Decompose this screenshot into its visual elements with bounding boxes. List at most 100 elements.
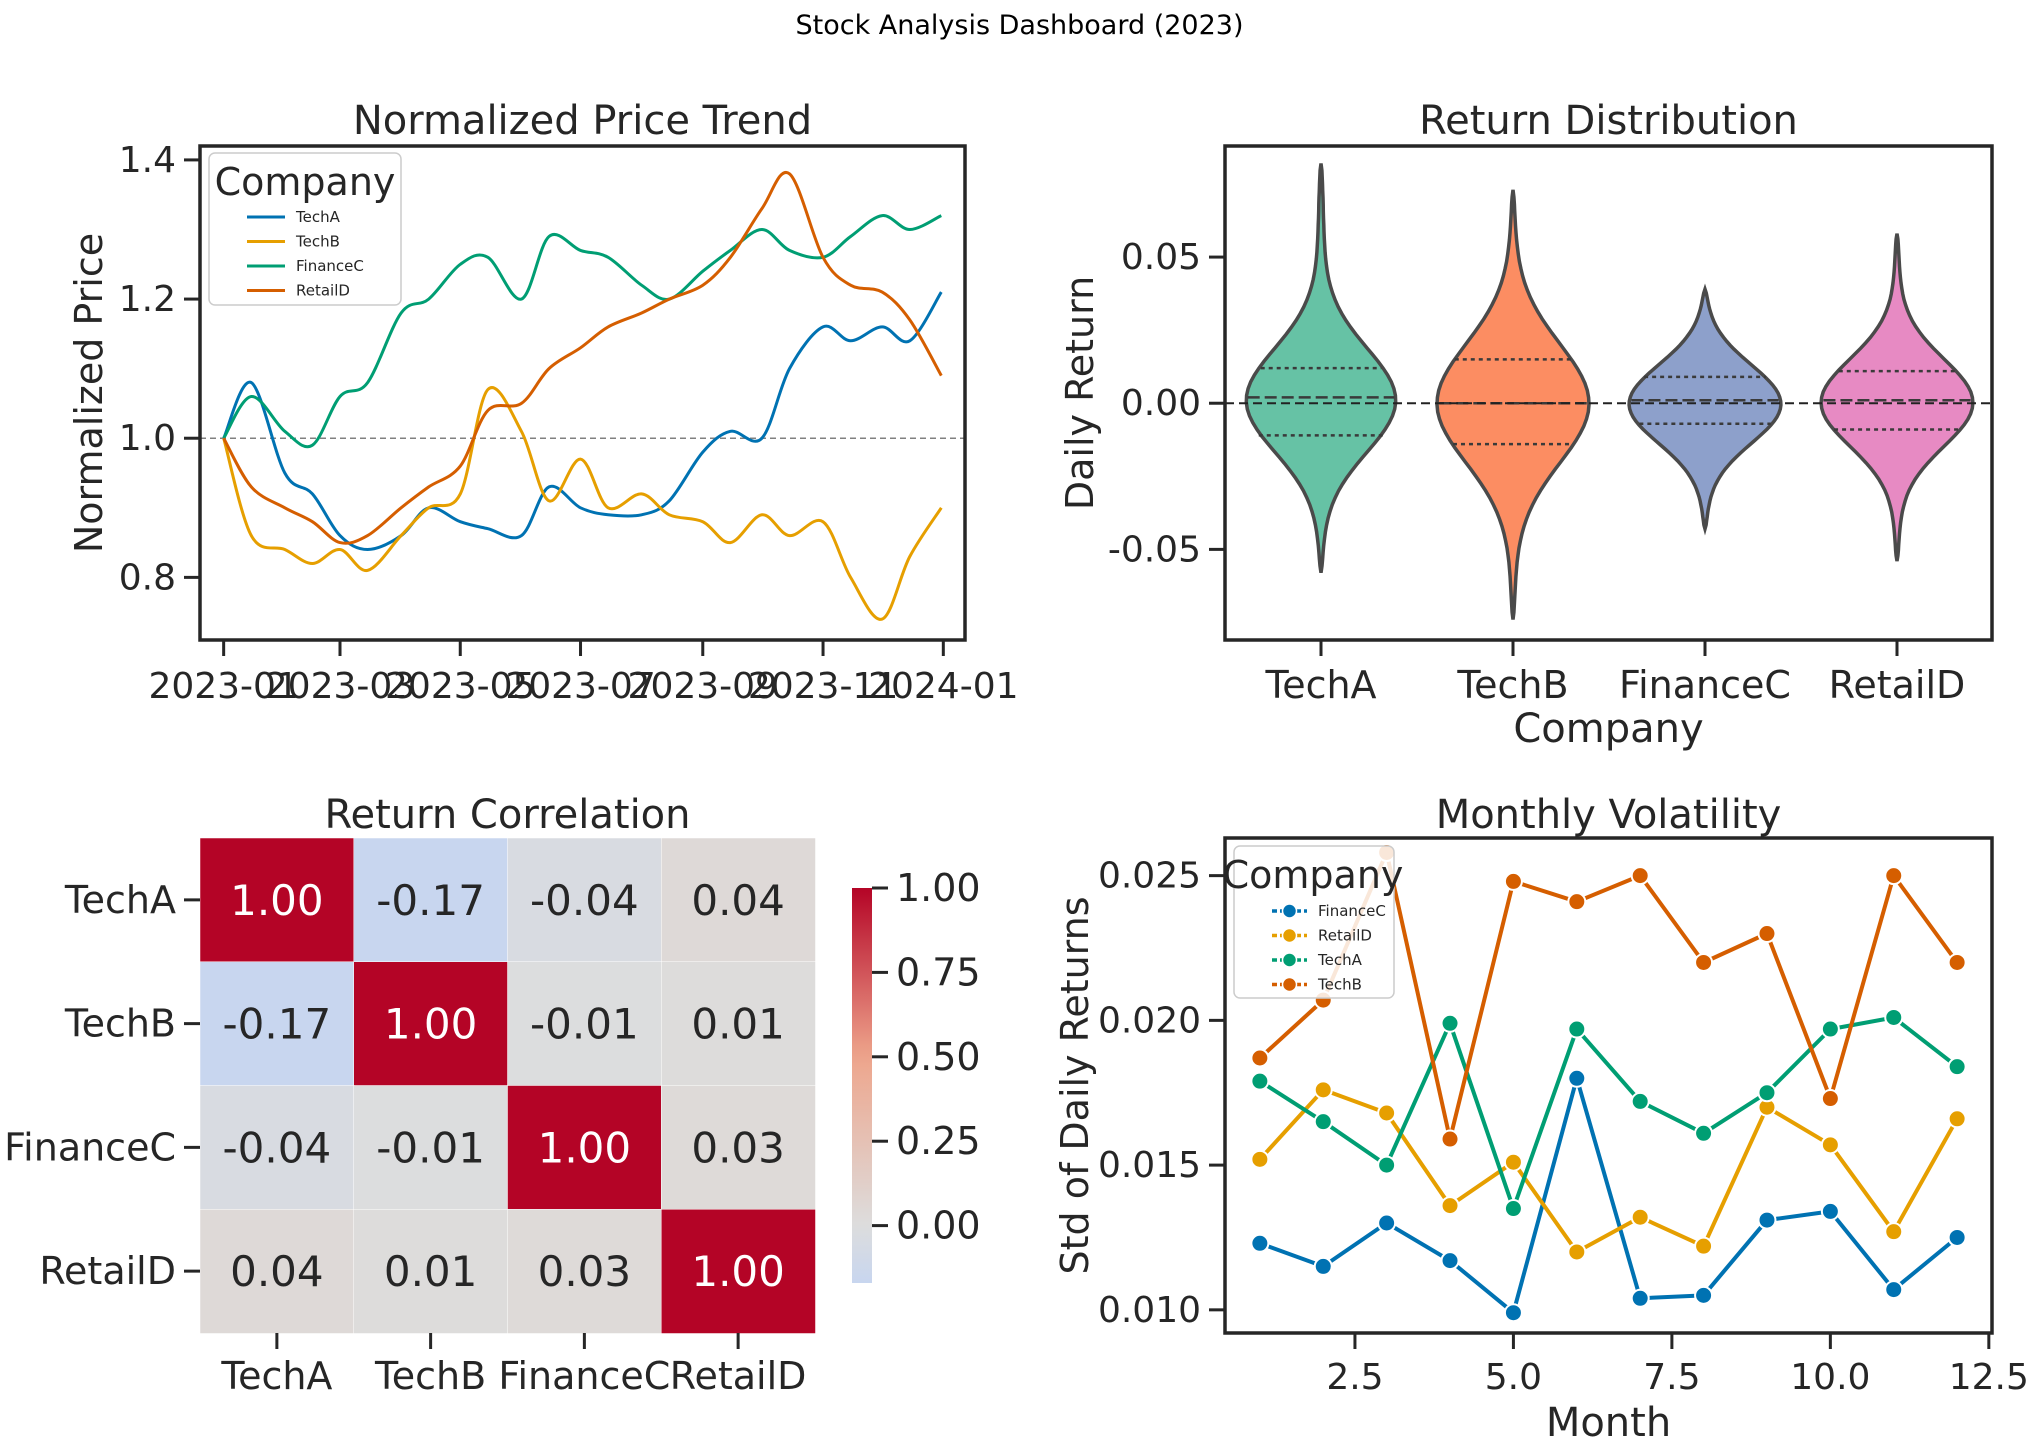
volatility-point bbox=[1694, 1236, 1714, 1256]
price-trend-panel: Normalized Price Trend Normalized Price 20… bbox=[67, 98, 1019, 707]
volatility-point bbox=[1820, 1201, 1840, 1221]
volatility-point bbox=[1694, 1285, 1714, 1305]
colorbar-tick-label: 0.75 bbox=[896, 950, 981, 994]
x-tick-label: 2023-05 bbox=[385, 666, 535, 707]
row-label: TechB bbox=[64, 1002, 176, 1046]
volatility-line-TechA bbox=[1258, 1015, 1959, 1211]
volatility-point bbox=[1630, 1091, 1650, 1111]
heatmap-annotation: 0.04 bbox=[230, 1247, 324, 1296]
heatmap-annotation: 1.00 bbox=[538, 1123, 632, 1172]
figure-title: Stock Analysis Dashboard (2023) bbox=[795, 10, 1244, 41]
volatility-point bbox=[1313, 1080, 1333, 1100]
volatility-point bbox=[1694, 952, 1714, 972]
y-tick-label: 0.015 bbox=[1098, 1145, 1201, 1186]
heatmap-cell bbox=[507, 1209, 662, 1334]
violin-FinanceC bbox=[1627, 283, 1783, 536]
volatility-point bbox=[1440, 1013, 1460, 1033]
volatility-point bbox=[1440, 1251, 1460, 1271]
legend-title: Company bbox=[215, 160, 396, 204]
legend-marker bbox=[1281, 976, 1298, 993]
y-tick-label: 1.4 bbox=[119, 140, 176, 181]
volatility-point bbox=[1313, 1112, 1333, 1132]
volatility-xlabel: Month bbox=[1546, 1400, 1671, 1446]
x-tick-label: 5.0 bbox=[1485, 1357, 1542, 1398]
price-trend-ylabel: Normalized Price bbox=[67, 233, 111, 553]
x-tick-label: 12.5 bbox=[1949, 1357, 2029, 1398]
x-tick-label: 7.5 bbox=[1643, 1357, 1700, 1398]
heatmap-cell bbox=[353, 837, 509, 963]
correlation-title: Return Correlation bbox=[324, 792, 690, 838]
x-tick-label: 2023-09 bbox=[628, 666, 778, 707]
monthly-volatility-panel: Monthly Volatility Std of Daily Returns 2.… bbox=[1053, 792, 2029, 1446]
volatility-point bbox=[1567, 892, 1587, 912]
volatility-point bbox=[1567, 1019, 1587, 1039]
heatmap-cell bbox=[661, 961, 816, 1087]
x-tick-label: TechA bbox=[1264, 663, 1376, 707]
y-tick-label: 0.05 bbox=[1121, 237, 1201, 278]
volatility-point bbox=[1884, 866, 1904, 886]
volatility-point bbox=[1503, 1303, 1523, 1323]
x-tick-label: 2023-03 bbox=[265, 666, 415, 707]
volatility-point bbox=[1250, 1048, 1270, 1068]
heatmap-annotation: -0.01 bbox=[530, 1000, 639, 1049]
volatility-point bbox=[1884, 1222, 1904, 1242]
volatility-ylabel: Std of Daily Returns bbox=[1053, 896, 1097, 1274]
return-distribution-panel: Return Distribution Daily Return TechA Tech… bbox=[1058, 98, 1994, 752]
legend-label: FinanceC bbox=[1318, 902, 1386, 920]
colorbar-tick-label: 0.00 bbox=[896, 1204, 981, 1248]
x-tick-label: 2024-01 bbox=[868, 666, 1018, 707]
legend-label: TechB bbox=[295, 233, 340, 251]
heatmap-cell bbox=[507, 1085, 662, 1210]
volatility-point bbox=[1377, 1213, 1397, 1233]
y-tick-label: 0.020 bbox=[1098, 1000, 1201, 1041]
row-label: TechA bbox=[64, 878, 176, 922]
row-label: FinanceC bbox=[4, 1125, 176, 1169]
heatmap-annotation: 1.00 bbox=[384, 1000, 478, 1049]
heatmap-cell bbox=[661, 1085, 816, 1210]
volatility-point bbox=[1630, 1207, 1650, 1227]
volatility-point bbox=[1567, 1068, 1587, 1088]
heatmap-cell bbox=[353, 961, 509, 1087]
price-line-TechA bbox=[222, 291, 943, 551]
col-label: TechB bbox=[374, 1354, 486, 1398]
price-trend-frame bbox=[198, 144, 967, 642]
volatility-point bbox=[1757, 1083, 1777, 1103]
y-tick-label: 0.8 bbox=[119, 557, 176, 598]
volatility-legend: Company FinanceC RetailD TechA TechB bbox=[1223, 845, 1403, 999]
heatmap-cell bbox=[507, 961, 662, 1087]
legend-label: TechA bbox=[295, 208, 341, 226]
heatmap-annotation: -0.17 bbox=[223, 1000, 332, 1049]
volatility-point bbox=[1884, 1007, 1904, 1027]
legend-label: RetailD bbox=[1318, 927, 1372, 945]
x-tick-label: 2.5 bbox=[1326, 1357, 1383, 1398]
volatility-point bbox=[1440, 1196, 1460, 1216]
volatility-point bbox=[1947, 952, 1967, 972]
volatility-point bbox=[1250, 1149, 1270, 1169]
legend-label: FinanceC bbox=[296, 257, 364, 275]
heatmap-cell bbox=[661, 837, 816, 963]
volatility-point bbox=[1313, 1256, 1333, 1276]
legend-marker bbox=[1281, 952, 1298, 968]
legend-label: RetailD bbox=[296, 282, 350, 300]
y-tick-label: 0.00 bbox=[1121, 383, 1201, 424]
heatmap-annotation: 0.03 bbox=[538, 1247, 632, 1296]
correlation-heatmap-panel: Return Correlation 1.00 -0.17 -0.04 0.04 Tech… bbox=[4, 792, 981, 1398]
heatmap-annotation: -0.04 bbox=[223, 1123, 332, 1172]
y-tick-label: 1.0 bbox=[119, 418, 176, 459]
row-label: RetailD bbox=[39, 1249, 176, 1293]
legend-marker bbox=[1281, 903, 1298, 919]
volatility-point bbox=[1884, 1280, 1904, 1300]
x-tick-label: 2023-01 bbox=[148, 666, 298, 707]
heatmap-annotation: 0.01 bbox=[384, 1247, 478, 1296]
volatility-frame bbox=[1223, 836, 1994, 1335]
y-tick-label: 1.2 bbox=[119, 279, 176, 320]
col-label: TechA bbox=[220, 1354, 332, 1398]
x-tick-label: 10.0 bbox=[1790, 1357, 1870, 1398]
heatmap-annotation: 0.01 bbox=[691, 1000, 785, 1049]
volatility-point bbox=[1503, 871, 1523, 891]
legend-marker bbox=[1281, 927, 1298, 944]
heatmap-cell bbox=[353, 1085, 509, 1210]
volatility-point bbox=[1820, 1089, 1840, 1109]
volatility-point bbox=[1250, 1071, 1270, 1091]
colorbar-tick-label: 1.00 bbox=[896, 866, 981, 910]
